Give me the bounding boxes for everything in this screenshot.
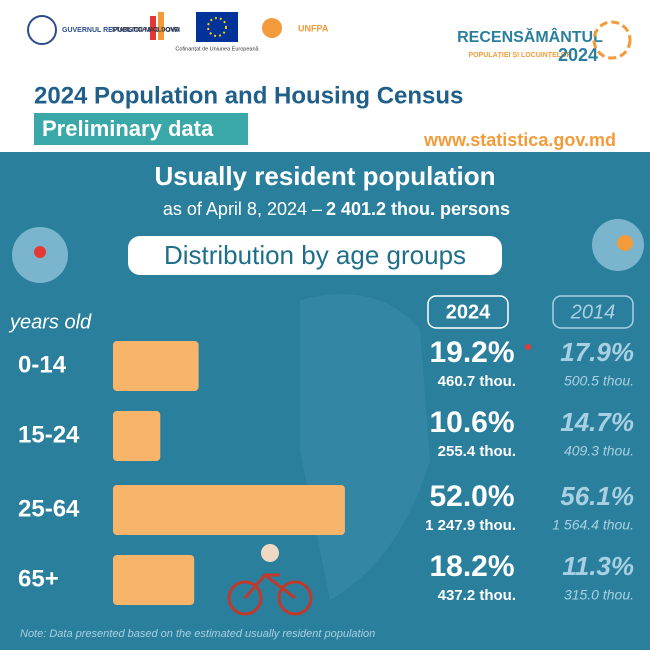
- bar: [113, 411, 161, 461]
- chart-subtitle: as of April 8, 2024 –: [163, 199, 322, 219]
- count-label: 460.7 thou.: [438, 373, 516, 390]
- value-label: 52.0%: [429, 480, 514, 513]
- census-sub: POPULAȚIEI ȘI LOCUINȚELOR: [468, 52, 571, 59]
- logo-bar: [150, 16, 156, 40]
- deco-dot: [617, 235, 633, 251]
- logo-text: Cofinanțat de Uniunea Europeană: [175, 46, 259, 52]
- legend-box: [427, 295, 509, 329]
- count-label: 409.3 thou.: [564, 443, 634, 459]
- bar: [113, 341, 199, 391]
- heading-box: [128, 236, 502, 275]
- count-label: 255.4 thou.: [438, 443, 516, 460]
- bicycle: [227, 572, 313, 616]
- badge-text: Preliminary data: [42, 116, 214, 141]
- logo-bar: [158, 12, 164, 40]
- url: www.statistica.gov.md: [423, 130, 616, 150]
- category-label: 65+: [18, 565, 59, 592]
- value-label: 14.7%: [560, 407, 634, 437]
- value-label: 18.2%: [429, 550, 514, 583]
- category-label: 15-24: [18, 421, 80, 448]
- axis-label: years old: [8, 311, 92, 333]
- value-label: 56.1%: [560, 481, 634, 511]
- value-label: 10.6%: [429, 406, 514, 439]
- unfpa-mark: [262, 18, 282, 38]
- value-label: 11.3%: [562, 551, 634, 581]
- count-label: 500.5 thou.: [564, 373, 634, 389]
- count-label: 1 247.9 thou.: [425, 517, 516, 534]
- page-title: 2024 Population and Housing Census: [34, 82, 463, 109]
- count-label: 437.2 thou.: [438, 587, 516, 604]
- category-label: 25-64: [18, 495, 80, 522]
- logo-text: GUVERNUL REPUBLICII MOLDOVA: [62, 27, 180, 34]
- value-label: 19.2%: [429, 336, 514, 369]
- bar: [113, 485, 345, 535]
- eu-stars: [207, 17, 227, 37]
- bar: [113, 555, 195, 605]
- census-swirl: [592, 20, 632, 60]
- deco-dot: [525, 344, 531, 350]
- badge: [34, 113, 248, 145]
- deco-dot: [34, 246, 46, 258]
- figure-head: [261, 544, 279, 562]
- gov-emblem: [27, 15, 57, 45]
- value-label: 17.9%: [560, 337, 634, 367]
- legend-entry: 2014: [570, 301, 616, 323]
- legend-entry: 2024: [446, 301, 491, 323]
- eu-flag: [196, 12, 238, 42]
- count-label: 1 564.4 thou.: [552, 517, 634, 533]
- census-year: 2024: [558, 45, 598, 65]
- chart-title: Usually resident population: [155, 161, 496, 191]
- chart-total: 2 401.2 thou. persons: [326, 199, 510, 219]
- note: Note: Data presented based on the estima…: [20, 628, 375, 640]
- count-label: 315.0 thou.: [564, 587, 634, 603]
- heading: Distribution by age groups: [164, 240, 466, 270]
- census-name: RECENSĂMÂNTUL: [457, 27, 603, 46]
- legend-box: [552, 295, 634, 329]
- category-label: 0-14: [18, 351, 67, 378]
- logo-text: UNFPA: [298, 23, 329, 33]
- logo-text: STATISTICA MOLDOVEI: [112, 28, 180, 34]
